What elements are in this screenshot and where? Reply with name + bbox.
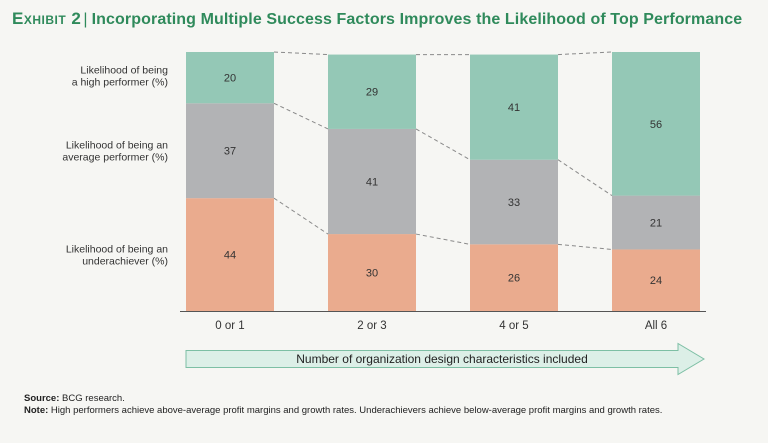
connector-line bbox=[273, 51, 329, 56]
data-label: 21 bbox=[650, 218, 662, 230]
x-tick-label: 2 or 3 bbox=[357, 320, 386, 332]
title-text: Incorporating Multiple Success Factors I… bbox=[91, 11, 743, 28]
bar-segment-average-1 bbox=[186, 103, 274, 199]
exhibit-number: Exhibit 2 bbox=[12, 9, 82, 28]
series-label: a high performer (%) bbox=[72, 77, 168, 89]
bar-segment-underachiever-4 bbox=[612, 249, 700, 311]
bar-segment-average-3 bbox=[470, 159, 558, 245]
bar-segment-high-3 bbox=[470, 54, 558, 160]
series-label: Likelihood of being bbox=[80, 65, 168, 77]
bar-segment-underachiever-1 bbox=[186, 198, 274, 311]
series-label: average performer (%) bbox=[62, 152, 168, 164]
x-axis-arrow bbox=[185, 342, 705, 376]
data-label: 56 bbox=[650, 119, 662, 131]
series-label: underachiever (%) bbox=[82, 256, 168, 268]
bar-segment-high-4 bbox=[612, 52, 700, 196]
note-text: High performers achieve above-average pr… bbox=[50, 405, 663, 416]
data-label: 30 bbox=[366, 268, 378, 280]
data-label: 44 bbox=[224, 250, 236, 262]
data-label: 26 bbox=[508, 273, 520, 285]
bar-segment-high-1 bbox=[186, 52, 274, 104]
x-axis-label: Number of organization design characteri… bbox=[296, 352, 588, 366]
exhibit-title: Exhibit 2 | Incorporating Multiple Success… bbox=[12, 9, 742, 29]
x-tick-label: All 6 bbox=[645, 320, 667, 332]
connector-line bbox=[273, 102, 329, 130]
series-label: Likelihood of being an bbox=[66, 244, 168, 256]
connector-line bbox=[415, 233, 471, 245]
x-tick-label: 0 or 1 bbox=[215, 320, 244, 332]
title-separator: | bbox=[83, 11, 88, 28]
note-label: Note: bbox=[24, 405, 49, 416]
connector-line bbox=[273, 197, 329, 235]
data-label: 41 bbox=[508, 102, 520, 114]
source-label: Source: bbox=[24, 393, 60, 404]
bar-segment-underachiever-2 bbox=[328, 234, 416, 311]
data-label: 41 bbox=[366, 177, 378, 189]
chart-footer: Source: BCG research. Note: High perform… bbox=[24, 393, 744, 417]
connector-line bbox=[557, 159, 613, 197]
bar-segment-high-2 bbox=[328, 54, 416, 129]
note-line: Note: High performers achieve above-aver… bbox=[24, 405, 744, 417]
bar-segment-average-2 bbox=[328, 128, 416, 235]
stacked-bar-chart: 44 37 20 30 41 29 26 33 41 24 21 56 0 or 1 2 or 3 4 or… bbox=[62, 51, 706, 376]
source-line: Source: BCG research. bbox=[24, 393, 744, 405]
series-label: Likelihood of being an bbox=[66, 140, 168, 152]
bar-segment-average-4 bbox=[612, 195, 700, 250]
data-label: 24 bbox=[650, 275, 662, 287]
bar-segment-underachiever-3 bbox=[470, 244, 558, 311]
data-label: 37 bbox=[224, 146, 236, 158]
x-tick-label: 4 or 5 bbox=[499, 320, 528, 332]
source-text: BCG research. bbox=[62, 393, 125, 404]
data-label: 33 bbox=[508, 197, 520, 209]
data-label: 20 bbox=[224, 73, 236, 85]
connector-line bbox=[415, 128, 471, 161]
connector-line bbox=[557, 243, 613, 250]
data-label: 29 bbox=[366, 87, 378, 99]
connector-line bbox=[557, 51, 613, 56]
